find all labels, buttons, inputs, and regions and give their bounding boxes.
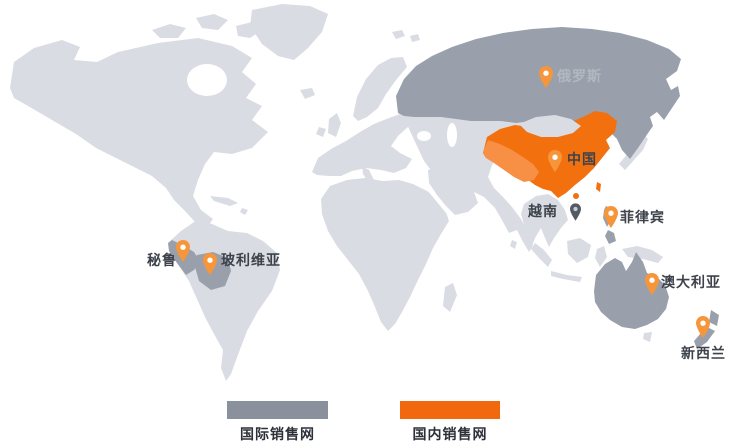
bolivia-pin[interactable] (203, 253, 217, 275)
legend-label-international: 国际销售网 (240, 426, 315, 442)
australia-label: 澳大利亚 (661, 274, 721, 290)
arabia-region (428, 167, 478, 215)
british-isles (328, 113, 341, 137)
greenland-region (250, 4, 328, 60)
caspian-sea (447, 123, 457, 147)
vietnam-pin[interactable] (570, 203, 581, 221)
black-sea (417, 131, 431, 141)
new-guinea-region (622, 246, 663, 263)
africa-region (321, 178, 449, 331)
new-zealand-region (709, 310, 719, 326)
legend-label-domestic: 国内销售网 (412, 426, 488, 442)
madagascar-region (443, 283, 457, 312)
mongolia-region (519, 115, 581, 137)
southeast-asia-region (521, 194, 568, 249)
central-south-asia-region (404, 110, 553, 252)
legend-swatch-international (227, 401, 328, 419)
hainan-region (573, 193, 579, 199)
russia-pin[interactable] (539, 66, 553, 88)
china-pin[interactable] (548, 150, 562, 172)
philippines-label: 菲律宾 (620, 209, 665, 225)
new-zealand-label: 新西兰 (681, 345, 726, 361)
australia-region (594, 252, 669, 329)
vietnam-label: 越南 (528, 203, 558, 219)
russia-label: 俄罗斯 (557, 68, 602, 84)
new-zealand-pin[interactable] (696, 316, 710, 338)
bolivia-label: 玻利维亚 (221, 252, 281, 268)
philippines-pin[interactable] (604, 206, 618, 228)
taiwan-region (596, 182, 601, 192)
hudson-bay (187, 64, 227, 96)
australia-pin[interactable] (645, 273, 659, 295)
peru-label: 秘鲁 (147, 252, 177, 268)
peru-pin[interactable] (176, 240, 190, 262)
scandinavia-region (353, 57, 407, 121)
legend-swatch-domestic (400, 401, 500, 419)
europe-region (312, 113, 414, 176)
china-west-region (483, 140, 539, 182)
china-label: 中国 (567, 151, 597, 167)
north-america-region (10, 38, 268, 226)
